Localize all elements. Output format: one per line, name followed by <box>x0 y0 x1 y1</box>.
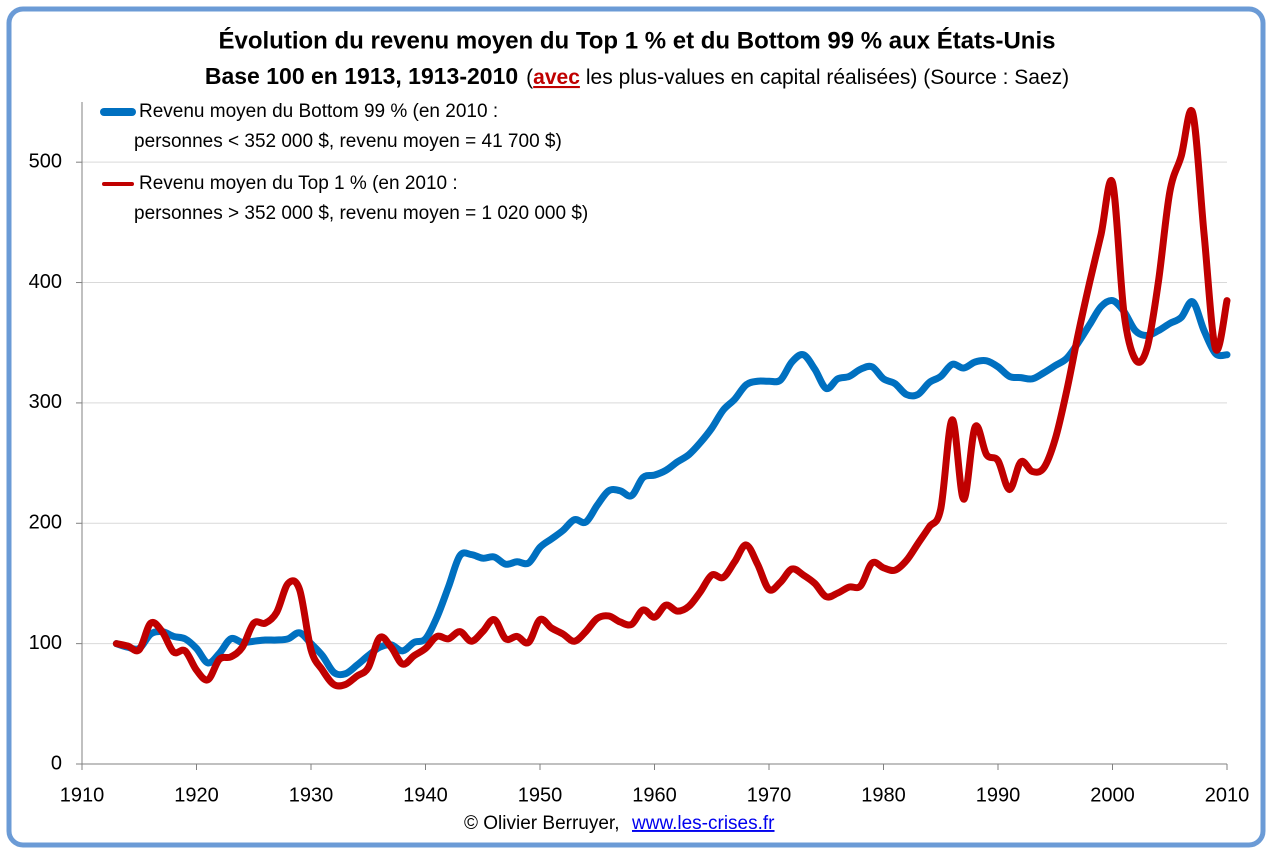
subtitle-rest: les plus-values en capital réalisées) (S… <box>586 66 1069 89</box>
x-tick-label: 1930 <box>289 784 334 806</box>
y-tick-label: 500 <box>29 150 62 172</box>
x-tick-label: 2000 <box>1090 784 1135 806</box>
y-tick-label: 100 <box>29 632 62 654</box>
chart-title: Évolution du revenu moyen du Top 1 % et … <box>219 26 1056 54</box>
credit: © Olivier Berruyer, <box>464 813 619 834</box>
series-line <box>112 296 1231 679</box>
x-tick-label: 1970 <box>747 784 792 806</box>
y-tick-label: 200 <box>29 512 62 534</box>
frame <box>6 6 1266 848</box>
x-tick-label: 1910 <box>60 784 105 806</box>
legend-label: Revenu moyen du Bottom 99 % (en 2010 : <box>139 101 498 122</box>
y-tick-label: 0 <box>51 752 62 774</box>
credit-link[interactable]: www.les-crises.fr <box>631 813 775 834</box>
x-tick-label: 1940 <box>403 784 448 806</box>
legend-label: Revenu moyen du Top 1 % (en 2010 : <box>139 173 458 194</box>
legend-label: personnes > 352 000 $, revenu moyen = 1 … <box>134 203 588 224</box>
x-tick-label: 2010 <box>1205 784 1250 806</box>
legend-label: personnes < 352 000 $, revenu moyen = 41… <box>134 131 562 152</box>
x-tick-label: 1960 <box>632 784 677 806</box>
y-tick-label: 400 <box>29 271 62 293</box>
x-tick-label: 1950 <box>518 784 563 806</box>
x-tick-label: 1980 <box>861 784 906 806</box>
chart-subtitle: Base 100 en 1913, 1913-2010 (avec les plus… <box>205 63 1069 89</box>
x-tick-label: 1990 <box>976 784 1021 806</box>
subtitle-main: Base 100 en 1913, 1913-2010 <box>205 63 518 89</box>
series-line <box>112 106 1231 690</box>
x-tick-label: 1920 <box>174 784 219 806</box>
subtitle-emphasis: avec <box>533 66 580 89</box>
subtitle-paren: ( <box>526 66 533 89</box>
y-tick-label: 300 <box>29 391 62 413</box>
